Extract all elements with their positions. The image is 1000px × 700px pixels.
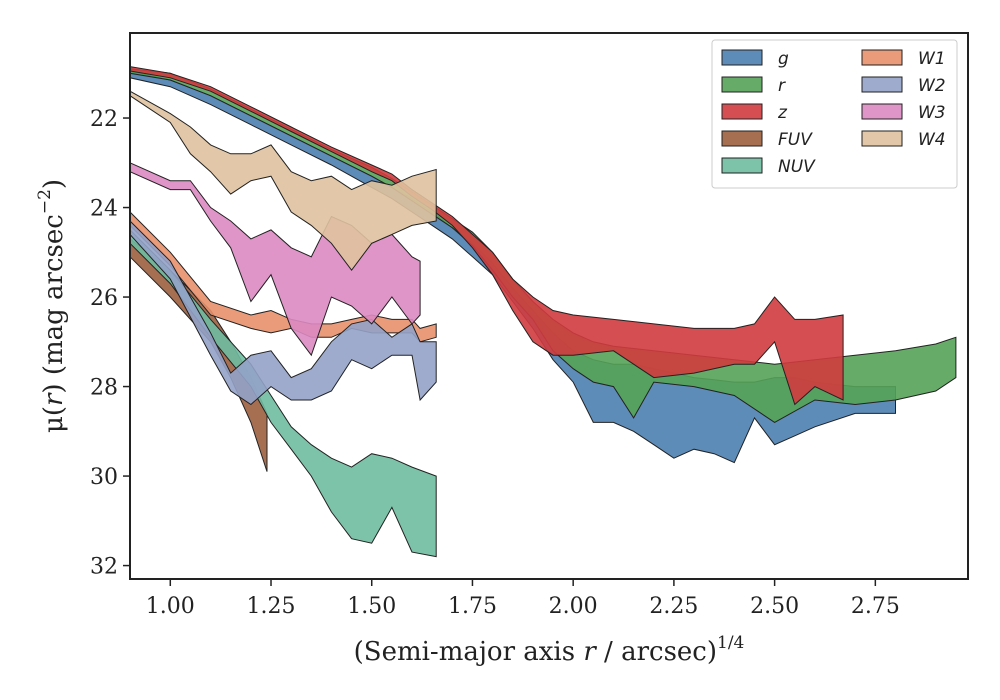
legend-swatch-nuv <box>721 157 763 174</box>
y-tick-label: 26 <box>90 286 118 311</box>
x-tick-label: 1.75 <box>448 594 497 619</box>
x-tick-label: 1.50 <box>347 594 396 619</box>
x-tick-label: 2.25 <box>649 594 698 619</box>
legend-swatch-z <box>721 103 763 120</box>
legend-label-nuv: NUV <box>778 157 816 177</box>
legend-label-z: z <box>777 103 788 123</box>
y-axis-label: μ(r) (mag arcsec−2) <box>35 179 69 433</box>
band-w4 <box>129 90 437 272</box>
band-w2 <box>129 219 437 406</box>
y-tick-label: 32 <box>90 555 118 580</box>
legend-swatch-w4 <box>861 130 903 147</box>
x-tick-label: 2.75 <box>851 594 900 619</box>
bands <box>129 66 957 558</box>
band-w3 <box>129 162 421 357</box>
legend-swatch-w2 <box>861 76 903 93</box>
legend-label-g: g <box>778 49 789 69</box>
legend-swatch-w1 <box>861 49 903 66</box>
legend-label-r: r <box>778 76 786 96</box>
legend-label-w1: W1 <box>918 49 946 69</box>
x-axis-label: (Semi-major axis r / arcsec)1/4 <box>354 633 745 667</box>
y-tick-label: 24 <box>90 197 118 222</box>
legend-label-fuv: FUV <box>778 130 813 150</box>
x-tick-label: 2.00 <box>549 594 598 619</box>
y-axis: 22 24 26 28 30 32 <box>90 107 130 580</box>
band-w1 <box>129 210 437 343</box>
legend-label-w3: W3 <box>918 103 946 123</box>
y-tick-label: 30 <box>90 465 118 490</box>
legend-label-w4: W4 <box>918 130 946 150</box>
y-tick-label: 22 <box>90 107 118 132</box>
y-tick-label: 28 <box>90 376 118 401</box>
legend-swatch-g <box>721 49 763 66</box>
x-tick-label: 1.25 <box>247 594 296 619</box>
x-tick-label: 2.50 <box>750 594 799 619</box>
x-tick-label: 1.00 <box>146 594 195 619</box>
legend-label-w2: W2 <box>918 76 946 96</box>
legend-swatch-fuv <box>721 130 763 147</box>
legend: grz FUV NUV W1 W2 W3 W4 <box>711 39 958 189</box>
x-axis: 1.00 1.25 1.50 1.75 2.00 2.25 2.50 2.75 <box>146 579 900 619</box>
plot-frame <box>129 32 969 580</box>
legend-swatch-r <box>721 76 763 93</box>
legend-swatch-w3 <box>861 103 903 120</box>
